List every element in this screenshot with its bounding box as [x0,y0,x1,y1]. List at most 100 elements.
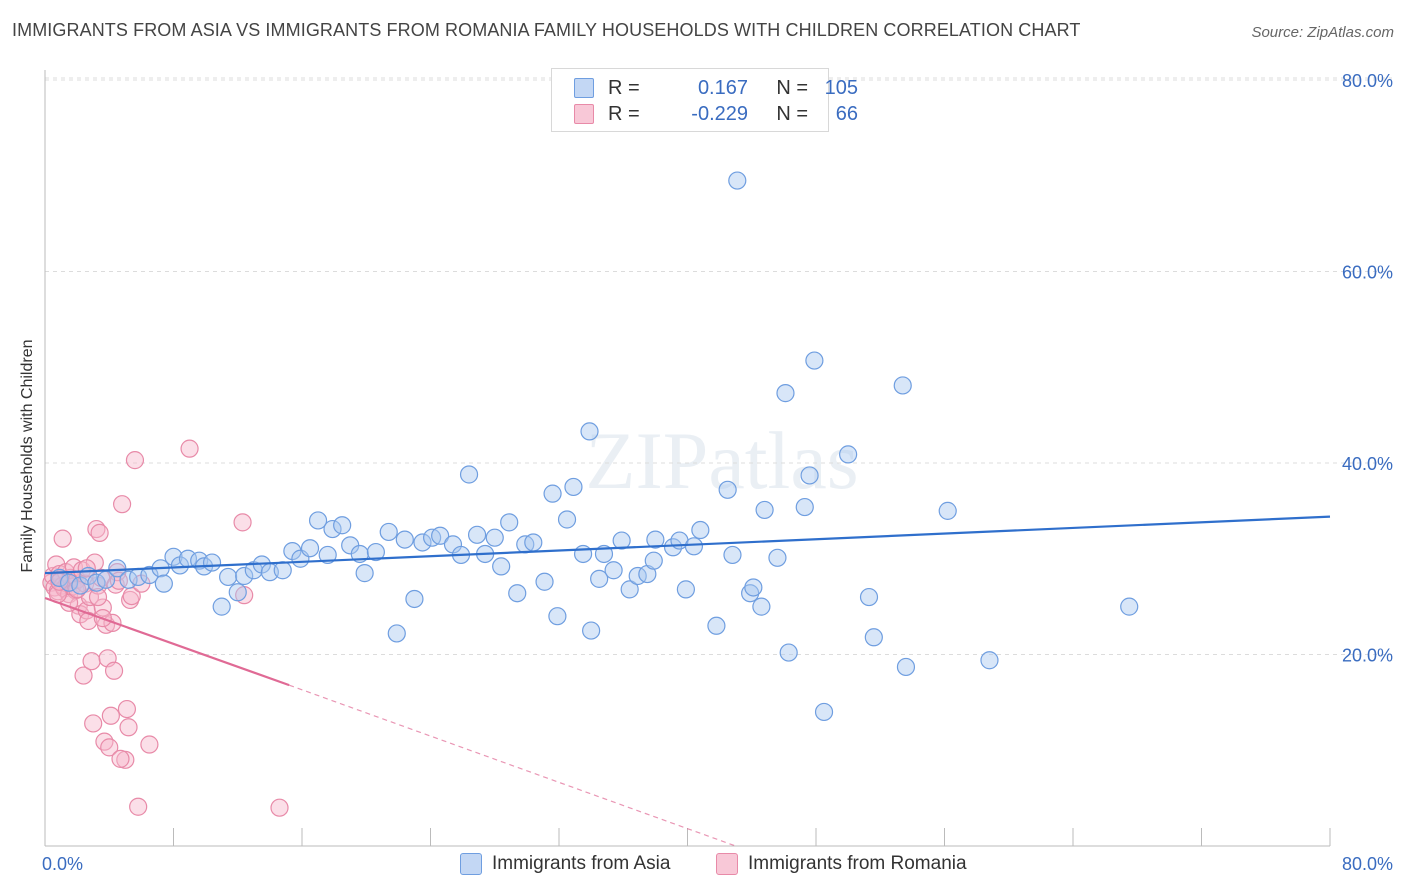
asia-point-89 [800,466,819,485]
asia-point-76 [691,520,710,540]
romania-point-49 [125,451,145,470]
asia-point-41 [413,533,432,552]
tick-labels: 20.0% 40.0% 60.0% 80.0% 0.0% 80.0% [42,71,1393,874]
asia-point-77 [707,616,726,635]
asia-swatch [574,78,594,98]
asia-point-65 [604,561,623,580]
romania-point-56 [270,798,289,817]
romania-point-65 [77,559,96,578]
romania-points [42,439,289,817]
romania-trend-extension [288,684,736,847]
asia-legend-label: Immigrants from Asia [492,853,671,874]
asia-point-9 [140,565,159,585]
romania-point-43 [112,495,132,514]
y-axis-label: Family Households with Children [19,340,36,573]
asia-point-35 [355,564,374,583]
asia-point-30 [318,545,337,565]
romania-point-26 [84,714,103,733]
watermark: ZIPatlas [585,415,858,506]
romania-point-60 [88,587,108,607]
romania-point-25 [82,652,101,671]
source-label: Source: ZipAtlas.com [1251,24,1394,41]
asia-point-70 [644,551,663,570]
chart-title: IMMIGRANTS FROM ASIA VS IMMIGRANTS FROM … [12,20,1081,40]
r-label: R = [608,102,640,125]
asia-point-58 [557,510,577,529]
bottom-legend-romania: Immigrants from Romania [716,852,967,876]
romania-point-45 [117,699,137,719]
asia-points [50,171,1139,722]
x-tick-label-max: 80.0% [1342,854,1393,874]
asia-trend-line [44,515,1331,575]
asia-point-88 [795,497,814,517]
legend-row-asia: R = 0.167 N = 105 [574,75,858,101]
bottom-legend-asia: Immigrants from Asia [460,852,670,876]
y-tick-label-3: 80.0% [1342,71,1393,91]
asia-point-96 [896,657,916,677]
asia-point-40 [405,589,424,609]
asia-point-29 [308,511,328,530]
romania-point-54 [233,513,252,532]
asia-point-31 [323,519,342,539]
asia-point-52 [508,584,527,603]
asia-point-55 [535,572,554,591]
romania-point-37 [101,706,120,725]
asia-point-57 [548,607,567,626]
asia-point-56 [543,484,562,503]
romania-swatch [574,104,594,124]
asia-point-72 [663,538,683,557]
romania-trend-line [44,596,290,687]
asia-point-50 [492,557,511,576]
asia-point-17 [202,553,222,572]
asia-point-60 [573,544,593,564]
asia-point-36 [366,542,385,562]
asia-point-79 [718,480,737,499]
asia-point-81 [741,584,760,603]
asia-legend-swatch [460,853,482,875]
asia-point-67 [620,580,639,599]
asia-point-59 [564,477,583,497]
romania-point-20 [74,666,93,685]
asia-point-43 [431,526,450,545]
r-label: R = [608,76,640,99]
asia-point-85 [768,548,787,567]
romania-point-36 [100,738,119,757]
romania-point-39 [104,661,124,680]
trend-lines [44,515,1331,847]
asia-point-38 [387,624,406,643]
romania-point-64 [111,749,130,768]
asia-point-62 [582,621,601,640]
asia-point-37 [379,522,398,542]
y-tick-label-2: 60.0% [1342,263,1393,283]
asia-point-28 [300,539,320,558]
romania-legend-swatch [716,853,738,875]
asia-point-1 [59,573,79,592]
asia-point-20 [228,583,247,602]
romania-point-52 [140,735,159,754]
correlation-legend: R = 0.167 N = 105 R = -0.229 N = 66 [551,68,858,132]
romania-point-32 [93,598,112,617]
asia-point-84 [752,597,771,616]
asia-point-19 [219,567,238,587]
asia-point-94 [864,628,883,647]
asia-point-97 [938,501,957,520]
asia-point-80 [728,171,747,190]
legend-row-romania: R = -0.229 N = 66 [574,101,858,127]
romania-r-value: -0.229 [691,102,748,125]
asia-point-63 [590,569,609,588]
romania-point-46 [119,718,138,737]
romania-point-57 [53,529,72,548]
romania-point-50 [129,797,148,816]
romania-point-33 [95,732,114,751]
asia-n-value: 105 [824,76,858,99]
y-tick-label-1: 40.0% [1342,454,1393,474]
asia-point-39 [395,530,414,549]
asia-point-6 [108,559,127,578]
romania-legend-label: Immigrants from Romania [748,853,967,874]
asia-point-54 [524,533,543,552]
asia-point-75 [684,537,704,556]
asia-point-71 [646,530,665,549]
asia-point-51 [500,513,519,532]
asia-point-47 [467,525,487,544]
